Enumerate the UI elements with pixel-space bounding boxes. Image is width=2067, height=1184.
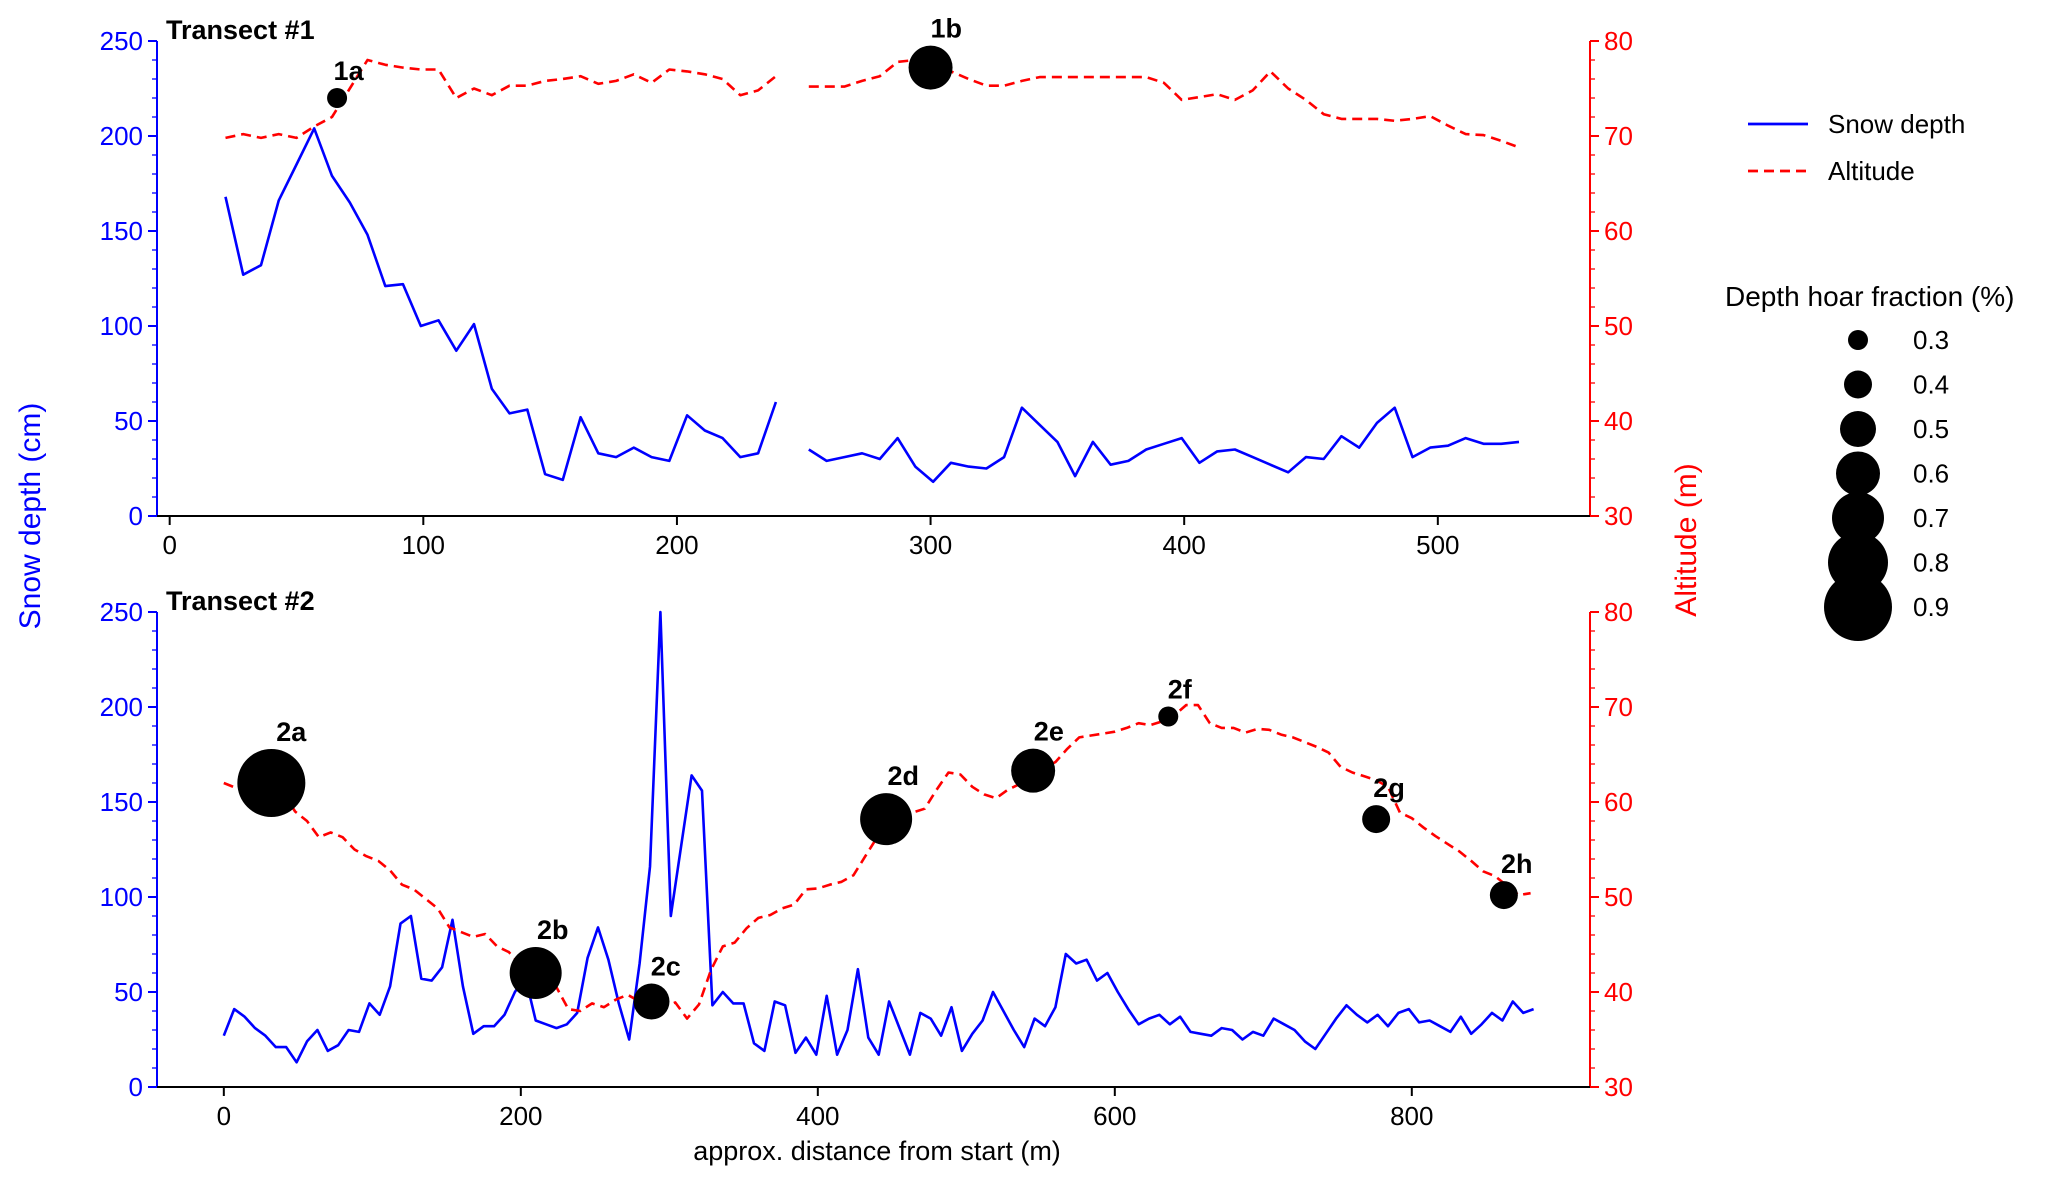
y-left-tick-label: 0	[129, 501, 143, 531]
marker-label-1a: 1a	[334, 56, 365, 86]
x-tick-label: 600	[1093, 1101, 1136, 1131]
size-legend-marker	[1840, 411, 1876, 447]
size-legend-label: 0.3	[1913, 325, 1949, 355]
size-legend-marker	[1832, 492, 1884, 544]
size-legend-label: 0.5	[1913, 414, 1949, 444]
y-right-tick-label: 40	[1604, 406, 1633, 436]
y-right-tick-label: 60	[1604, 216, 1633, 246]
y-right-tick-label: 60	[1604, 787, 1633, 817]
size-legend-label: 0.4	[1913, 370, 1949, 400]
marker-label-2e: 2e	[1034, 717, 1064, 747]
y-left-tick-label: 0	[129, 1072, 143, 1102]
y-right-tick-label: 80	[1604, 26, 1633, 56]
snow-depth-axis-label: Snow depth (cm)	[14, 403, 47, 630]
size-legend-label: 0.9	[1913, 592, 1949, 622]
size-legend-label: 0.8	[1913, 548, 1949, 578]
y-left-tick-label: 100	[100, 882, 143, 912]
snow-depth-line	[222, 610, 1535, 1064]
y-right-tick-label: 80	[1604, 597, 1633, 627]
size-legend-label: 0.6	[1913, 459, 1949, 489]
y-left-tick-label: 150	[100, 787, 143, 817]
altitude-line	[223, 703, 1531, 1020]
panel-title: Transect #1	[166, 15, 315, 45]
x-tick-label: 400	[796, 1101, 839, 1131]
marker-label-1b: 1b	[931, 14, 963, 44]
y-left-tick-label: 250	[100, 26, 143, 56]
y-left-tick-label: 100	[100, 311, 143, 341]
marker-label-2f: 2f	[1168, 675, 1193, 705]
depth-hoar-marker-2b	[509, 947, 562, 999]
marker-label-2b: 2b	[537, 915, 569, 945]
legend-line-label: Snow depth	[1828, 109, 1965, 139]
depth-hoar-marker-1b	[908, 45, 953, 90]
y-left-tick-label: 50	[114, 977, 143, 1007]
y-right-tick-label: 50	[1604, 882, 1633, 912]
x-axis-label: approx. distance from start (m)	[693, 1136, 1061, 1166]
depth-hoar-marker-2h	[1489, 881, 1518, 910]
marker-label-2d: 2d	[887, 761, 919, 791]
x-tick-label: 100	[402, 530, 445, 560]
depth-hoar-marker-2c	[633, 983, 670, 1020]
depth-hoar-marker-2a	[237, 749, 306, 817]
x-tick-label: 200	[655, 530, 698, 560]
y-right-tick-label: 70	[1604, 121, 1633, 151]
x-tick-label: 400	[1162, 530, 1205, 560]
altitude-axis-label: Altitude (m)	[1670, 463, 1703, 616]
depth-hoar-marker-2d	[860, 793, 913, 846]
depth-hoar-marker-2e	[1011, 748, 1056, 793]
depth-hoar-marker-2f	[1158, 706, 1179, 727]
size-legend-marker	[1824, 573, 1892, 641]
marker-label-2a: 2a	[276, 717, 307, 747]
size-legend-marker	[1848, 330, 1868, 350]
depth-hoar-marker-2g	[1362, 805, 1391, 834]
snow-depth-line	[224, 127, 778, 482]
x-tick-label: 0	[217, 1101, 231, 1131]
marker-label-2g: 2g	[1373, 773, 1405, 803]
panels: 0 100 200 300 400 500050100150200250304050607…	[100, 14, 1633, 1131]
panel-title: Transect #2	[166, 586, 315, 616]
snow-depth-line	[808, 406, 1520, 484]
size-legend-label: 0.7	[1913, 503, 1949, 533]
y-right-tick-label: 30	[1604, 1072, 1633, 1102]
altitude-line	[225, 58, 777, 140]
x-tick-label: 300	[909, 530, 952, 560]
depth-hoar-marker-1a	[327, 88, 348, 108]
marker-label-2h: 2h	[1501, 849, 1533, 879]
panel-1: 0 100 200 300 400 500 0 50 100 150 200 250 30 40 50 60 7…	[100, 14, 1633, 560]
legend: Snow depth Altitude Depth hoar fraction (%…	[1725, 109, 2014, 641]
y-right-tick-label: 50	[1604, 311, 1633, 341]
y-left-tick-label: 250	[100, 597, 143, 627]
x-tick-label: 800	[1390, 1101, 1433, 1131]
y-right-tick-label: 70	[1604, 692, 1633, 722]
y-right-tick-label: 40	[1604, 977, 1633, 1007]
size-legend-marker	[1844, 370, 1872, 399]
marker-label-2c: 2c	[651, 952, 681, 982]
altitude-line	[808, 58, 1520, 149]
panel-2: 0 200 400 600 800 0 50 100 150 200 250 30 40 50 60 70 80…	[100, 586, 1633, 1131]
y-left-tick-label: 150	[100, 216, 143, 246]
legend-line-label: Altitude	[1828, 156, 1915, 186]
y-left-tick-label: 200	[100, 692, 143, 722]
size-legend-marker	[1836, 451, 1880, 496]
x-tick-label: 0	[162, 530, 176, 560]
x-tick-label: 200	[499, 1101, 542, 1131]
x-tick-label: 500	[1416, 530, 1459, 560]
y-left-tick-label: 50	[114, 406, 143, 436]
y-right-tick-label: 30	[1604, 501, 1633, 531]
size-legend-title: Depth hoar fraction (%)	[1725, 281, 2014, 312]
y-left-tick-label: 200	[100, 121, 143, 151]
